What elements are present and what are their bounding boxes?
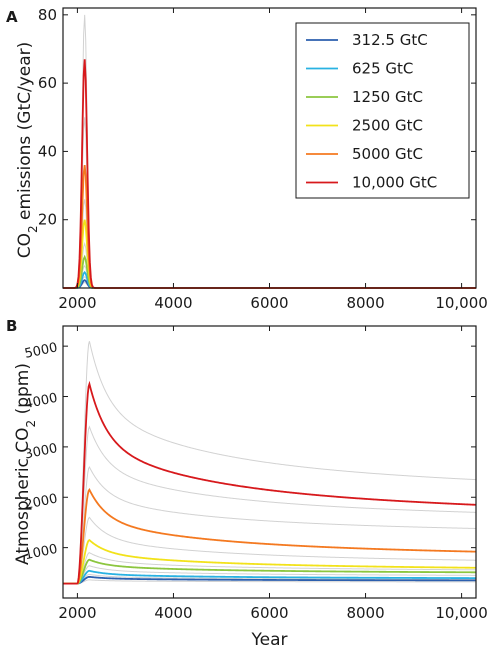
y-tick-label: 1000 — [23, 542, 58, 564]
grey-concentration-line — [63, 341, 477, 585]
y-label-rest: emissions (GtC/year) — [15, 42, 35, 226]
y-tick-label: 80 — [38, 6, 57, 24]
x-tick-label: 8000 — [346, 294, 384, 312]
y-tick-label: 2000 — [23, 491, 58, 513]
grey-emission-line — [63, 199, 476, 289]
legend-label: 312.5 GtC — [352, 31, 428, 49]
y-tick-label: 3000 — [23, 441, 58, 463]
panel-a-y-axis-label: CO2 emissions (GtC/year) — [15, 42, 40, 259]
x-tick-label: 4000 — [154, 294, 192, 312]
panel-b-y-ticks: 1000 2000 3000 4000 5000 — [23, 340, 476, 563]
y-label-subscript: 2 — [26, 225, 40, 233]
x-tick-label: 10,000 — [435, 604, 488, 622]
y-label-rest: (ppm) — [13, 363, 33, 420]
x-tick-label: 4000 — [154, 604, 192, 622]
legend-label: 5000 GtC — [352, 145, 423, 163]
concentration-line — [63, 380, 477, 585]
y-tick-label: 20 — [38, 211, 57, 229]
y-tick-label: 60 — [38, 74, 57, 92]
legend-label: 625 GtC — [352, 60, 413, 78]
y-label-main: Atmospheric CO — [13, 427, 33, 565]
grey-concentration-line — [63, 425, 477, 585]
y-label-subscript: 2 — [24, 420, 38, 428]
panel-b-grey-series — [63, 341, 477, 585]
x-tick-label: 6000 — [250, 604, 288, 622]
panel-b-y-axis-label: Atmospheric CO2 (ppm) — [13, 363, 38, 565]
concentration-line — [63, 575, 476, 585]
grey-concentration-line — [63, 579, 476, 585]
panel-b-label: B — [6, 317, 17, 335]
grey-concentration-line — [63, 565, 476, 585]
panel-a: A CO2 emissions (GtC/year) 2000 4000 6000 8… — [6, 6, 488, 312]
y-tick-label: 5000 — [23, 340, 58, 362]
x-tick-label: 10,000 — [435, 294, 488, 312]
legend-label: 10,000 GtC — [352, 174, 437, 192]
concentration-line — [63, 558, 476, 585]
x-tick-label: 8000 — [346, 604, 384, 622]
panel-b: B Atmospheric CO2 (ppm) 2000 4000 6000 8000… — [6, 317, 488, 650]
y-tick-label: 40 — [38, 142, 57, 160]
x-tick-label: 6000 — [250, 294, 288, 312]
concentration-line — [63, 569, 476, 585]
panel-a-x-ticks: 2000 4000 6000 8000 10,000 — [58, 8, 488, 312]
panel-a-y-ticks: 20 40 60 80 — [38, 6, 476, 229]
legend: 312.5 GtC 625 GtC 1250 GtC 2500 GtC 5000 GtC… — [295, 22, 470, 199]
legend-label: 1250 GtC — [352, 88, 423, 106]
panel-b-x-ticks: 2000 4000 6000 8000 10,000 — [58, 326, 488, 622]
grey-concentration-line — [63, 516, 477, 585]
panel-a-label: A — [6, 8, 18, 26]
legend-label: 2500 GtC — [352, 117, 423, 135]
grey-concentration-line — [63, 573, 476, 585]
grey-concentration-line — [63, 552, 476, 585]
grey-emission-line — [63, 241, 476, 289]
y-tick-label: 4000 — [23, 391, 58, 413]
x-tick-label: 2000 — [58, 604, 96, 622]
panel-b-frame — [62, 325, 477, 599]
emission-line — [63, 219, 476, 289]
panel-b-series — [63, 380, 477, 585]
grey-concentration-line — [63, 466, 477, 585]
legend-box — [295, 22, 470, 199]
y-label-main: CO — [15, 233, 35, 258]
concentration-line — [63, 487, 477, 585]
x-tick-label: 2000 — [58, 294, 96, 312]
panel-b-x-axis-label: Year — [251, 630, 288, 650]
concentration-line — [63, 538, 477, 585]
